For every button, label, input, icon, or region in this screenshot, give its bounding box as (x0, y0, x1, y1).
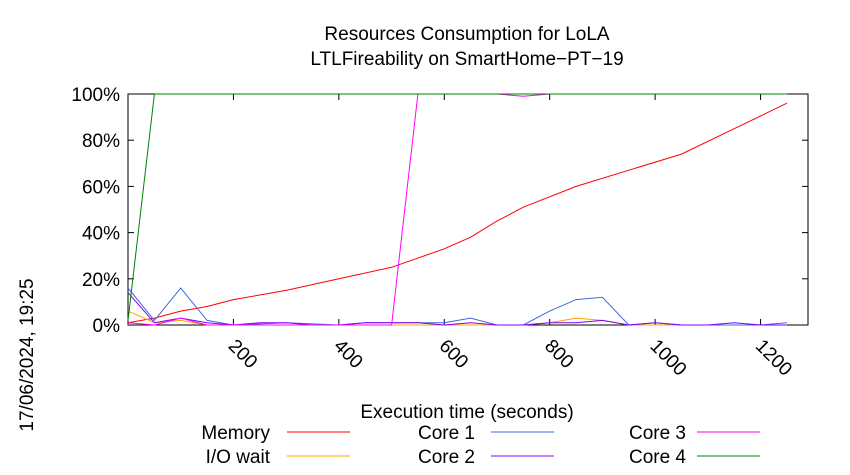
timestamp-label: 17/06/2024, 19:25 (17, 278, 38, 431)
chart-title-line1: Resources Consumption for LoLA (324, 24, 609, 45)
legend-label-core-2: Core 2 (418, 447, 475, 468)
x-tick-label: 800 (540, 336, 577, 373)
x-axis-label: Execution time (seconds) (360, 402, 573, 423)
series-line-i-o-wait (127, 310, 787, 326)
series-layer (127, 93, 788, 326)
legend-label-memory: Memory (201, 423, 270, 444)
y-tick-label: 60% (82, 177, 120, 198)
y-tick-label: 40% (82, 224, 120, 245)
x-tick-label: 1200 (751, 336, 796, 381)
x-tick-label: 200 (224, 336, 261, 373)
y-tick-label: 0% (93, 316, 121, 337)
plot-frame (127, 93, 809, 326)
series-line-core-1 (127, 287, 787, 326)
series-line-memory (127, 102, 788, 324)
y-tick-label: 100% (71, 85, 120, 106)
series-line-core-4 (127, 93, 787, 321)
series-line-core-3 (127, 93, 787, 326)
legend-label-core-3: Core 3 (629, 423, 686, 444)
y-axis: 0% 20% 40% 60% 80% 100% (71, 85, 808, 337)
y-tick-label: 80% (82, 131, 120, 152)
x-axis: 200 400 600 800 1000 1200 (224, 94, 796, 380)
legend: Memory I/O wait Core 1 Core 2 Core 3 Core 4 (201, 423, 760, 468)
x-tick-label: 1000 (646, 336, 691, 381)
x-tick-label: 400 (329, 336, 366, 373)
x-tick-label: 600 (435, 336, 472, 373)
y-tick-label: 20% (82, 270, 120, 291)
legend-label-core-1: Core 1 (418, 423, 475, 444)
chart-title-line2: LTLFireability on SmartHome−PT−19 (310, 49, 623, 70)
legend-label-core-4: Core 4 (629, 447, 686, 468)
legend-label-i-o-wait: I/O wait (206, 447, 271, 468)
